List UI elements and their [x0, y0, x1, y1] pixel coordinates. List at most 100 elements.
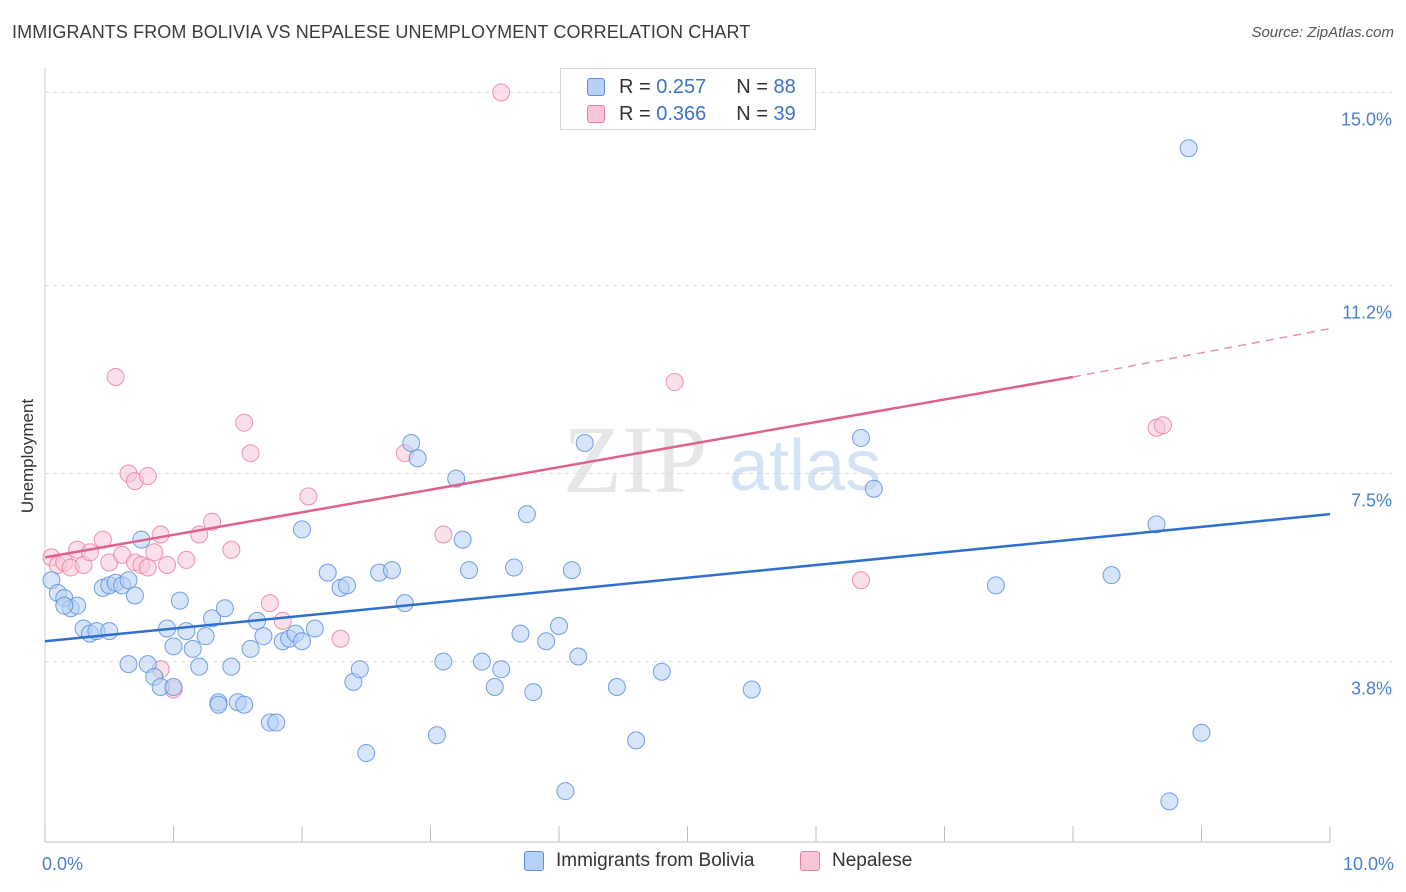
x-tick-label: 10.0%: [1343, 854, 1394, 874]
nepalese-point: [331, 629, 350, 648]
y-tick-label: 7.5%: [1351, 491, 1392, 511]
bolivia-point: [55, 596, 74, 615]
bolivia-point: [485, 677, 504, 696]
bolivia-point: [357, 744, 376, 763]
bolivia-point: [215, 599, 234, 618]
bolivia-point: [100, 622, 119, 641]
legend-item-nepalese[interactable]: Nepalese: [800, 850, 912, 872]
bolivia-point: [427, 726, 446, 745]
bolivia-point: [337, 576, 356, 595]
bolivia-point: [395, 594, 414, 613]
legend-swatch-nepalese: [587, 105, 605, 123]
bolivia-point: [209, 695, 228, 714]
bolivia-point: [350, 660, 369, 679]
trend-line-bolivia: [44, 512, 1331, 643]
legend-row-bolivia: R = 0.257 N = 88: [587, 75, 796, 99]
bolivia-point: [241, 639, 260, 658]
bolivia-point: [203, 609, 222, 628]
bolivia-point: [511, 624, 530, 643]
nepalese-point: [260, 594, 279, 613]
nepalese-point: [151, 525, 170, 544]
legend-swatch-bolivia: [587, 78, 605, 96]
nepalese-point: [299, 487, 318, 506]
nepalese-point: [222, 540, 241, 559]
bolivia-point: [434, 652, 453, 671]
y-tick-label: 15.0%: [1341, 109, 1392, 129]
nepalese-point: [138, 467, 157, 486]
bolivia-point: [222, 657, 241, 676]
bolivia-point: [408, 449, 427, 468]
legend-n-label: N =: [736, 102, 768, 125]
bolivia-point: [851, 428, 870, 447]
legend-item-bolivia[interactable]: Immigrants from Bolivia: [524, 850, 755, 872]
bolivia-point: [550, 616, 568, 635]
bolivia-point: [517, 505, 536, 524]
bolivia-point: [460, 561, 479, 580]
tick-labels: 3.8% 7.5% 11.2% 15.0% 0.0% 10.0%: [42, 109, 1394, 874]
x-tick-label: 0.0%: [42, 854, 83, 874]
bolivia-point: [627, 731, 646, 750]
nepalese-point: [138, 558, 157, 577]
bolivia-point: [293, 520, 311, 539]
bolivia-point: [652, 662, 671, 681]
bolivia-point: [164, 677, 183, 696]
series-legend: Immigrants from Bolivia Nepalese: [0, 850, 1406, 878]
legend-swatch-nepalese: [800, 851, 820, 871]
bolivia-point: [318, 563, 337, 582]
bolivia-point: [524, 683, 543, 702]
bolivia-point: [293, 632, 311, 651]
legend-n-value: 39: [773, 102, 796, 125]
bolivia-point: [1102, 566, 1121, 585]
bolivia-point: [119, 571, 138, 590]
bolivia-point: [1160, 792, 1179, 811]
nepalese-point: [145, 543, 164, 562]
legend-label-bolivia: Immigrants from Bolivia: [556, 850, 755, 871]
legend-swatch-bolivia: [524, 851, 544, 871]
nepalese-point: [851, 571, 870, 590]
legend-n-value: 88: [773, 75, 796, 98]
watermark-zip: ZIP: [563, 406, 707, 513]
nepalese-point: [1153, 416, 1172, 435]
bolivia-point: [453, 530, 472, 549]
bolivia-point: [235, 695, 254, 714]
trend-line-nepalese: [44, 375, 1074, 559]
legend-r-value: 0.366: [656, 102, 707, 125]
bolivia-point: [1192, 723, 1211, 742]
bolivia-point: [164, 637, 183, 656]
y-tick-label: 11.2%: [1342, 302, 1392, 322]
legend-n-label: N =: [736, 75, 768, 98]
bolivia-point: [447, 469, 466, 488]
series-bolivia-points: [42, 139, 1211, 811]
bolivia-point: [177, 622, 196, 641]
bolivia-point: [267, 713, 286, 732]
bolivia-point: [986, 576, 1005, 595]
gridlines: [45, 91, 1392, 663]
bolivia-point: [170, 591, 189, 610]
bolivia-point: [742, 680, 761, 699]
bolivia-point: [556, 782, 575, 801]
bolivia-point: [125, 586, 144, 605]
bolivia-point: [1147, 515, 1166, 534]
nepalese-point: [434, 525, 453, 544]
nepalese-point: [665, 373, 684, 392]
bolivia-point: [196, 627, 215, 646]
bolivia-point: [254, 627, 273, 646]
trend-lines: [44, 327, 1331, 643]
bolivia-point: [1179, 139, 1198, 158]
legend-r-label: R =: [619, 102, 651, 125]
nepalese-point: [273, 611, 292, 630]
nepalese-point: [492, 83, 511, 102]
legend-r-value: 0.257: [656, 75, 707, 98]
bolivia-point: [864, 479, 883, 498]
bolivia-point: [537, 632, 556, 651]
axes: [44, 68, 1331, 843]
legend-label-nepalese: Nepalese: [832, 850, 913, 871]
nepalese-point: [177, 550, 196, 569]
series-nepalese-points: [42, 83, 1172, 699]
nepalese-point: [235, 413, 254, 432]
nepalese-point: [106, 367, 125, 386]
watermark: ZIP atlas: [563, 406, 881, 513]
chart-title: IMMIGRANTS FROM BOLIVIA VS NEPALESE UNEM…: [12, 22, 751, 42]
bolivia-point: [305, 619, 324, 638]
